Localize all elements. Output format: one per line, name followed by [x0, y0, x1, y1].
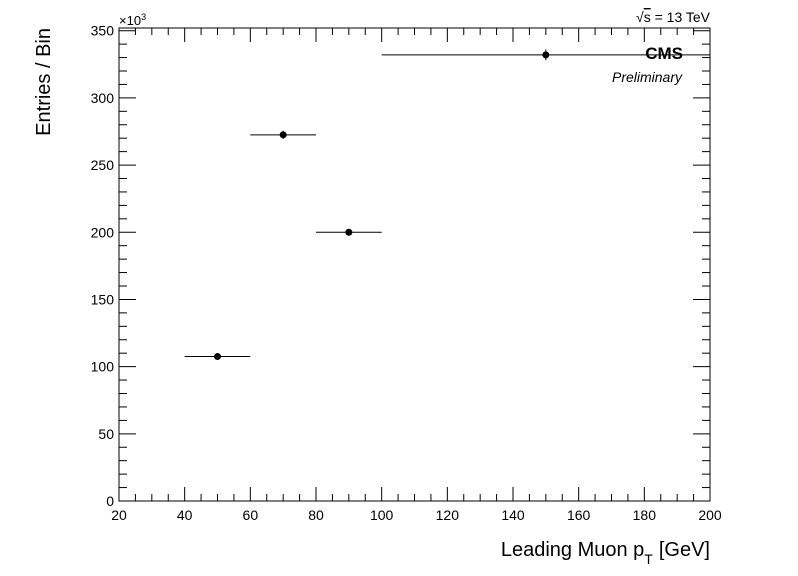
plot-frame: [118, 27, 711, 502]
x-tick-label: 100: [370, 507, 394, 523]
y-tick-label: 300: [91, 90, 115, 106]
x-tick-label: 40: [177, 507, 193, 523]
sqrt-symbol: √: [636, 9, 644, 25]
data-points: [184, 49, 710, 361]
y-axis-title: Entries / Bin: [33, 28, 55, 136]
y-tick-label: 150: [91, 291, 115, 307]
y-tick-label: 200: [91, 224, 115, 240]
x-tick-label: 60: [243, 507, 259, 523]
x-tick-label: 20: [111, 507, 127, 523]
x-tick-label: 80: [308, 507, 324, 523]
y-tick-label: 250: [91, 157, 115, 173]
y-tick-label: 50: [98, 426, 114, 442]
x-tick-label: 180: [633, 507, 657, 523]
data-point: [345, 228, 353, 236]
x-tick-label: 160: [567, 507, 591, 523]
data-point: [279, 131, 287, 139]
data-point: [214, 353, 221, 361]
axis-ticks: [118, 28, 711, 502]
data-point: [542, 51, 550, 59]
x-tick-label: 140: [501, 507, 525, 523]
sqrt-argument: s: [644, 9, 651, 25]
experiment-label: CMS: [645, 44, 683, 63]
y-tick-label: 0: [106, 493, 114, 509]
x-tick-label: 120: [436, 507, 460, 523]
y-tick-label: 100: [91, 359, 115, 375]
energy-label: √s = 13 TeV: [636, 9, 711, 25]
x-axis-title: Leading Muon pT [GeV]: [501, 539, 710, 567]
y-tick-label: 350: [91, 23, 115, 39]
x-tick-label: 200: [698, 507, 722, 523]
status-label: Preliminary: [612, 69, 683, 85]
y-exponent: ×103: [119, 12, 146, 28]
energy-value: = 13 TeV: [655, 9, 711, 25]
tick-labels: 20 40 60 80 100 120 140 160 180 200 0 50 100 150 200 25…: [91, 23, 722, 523]
